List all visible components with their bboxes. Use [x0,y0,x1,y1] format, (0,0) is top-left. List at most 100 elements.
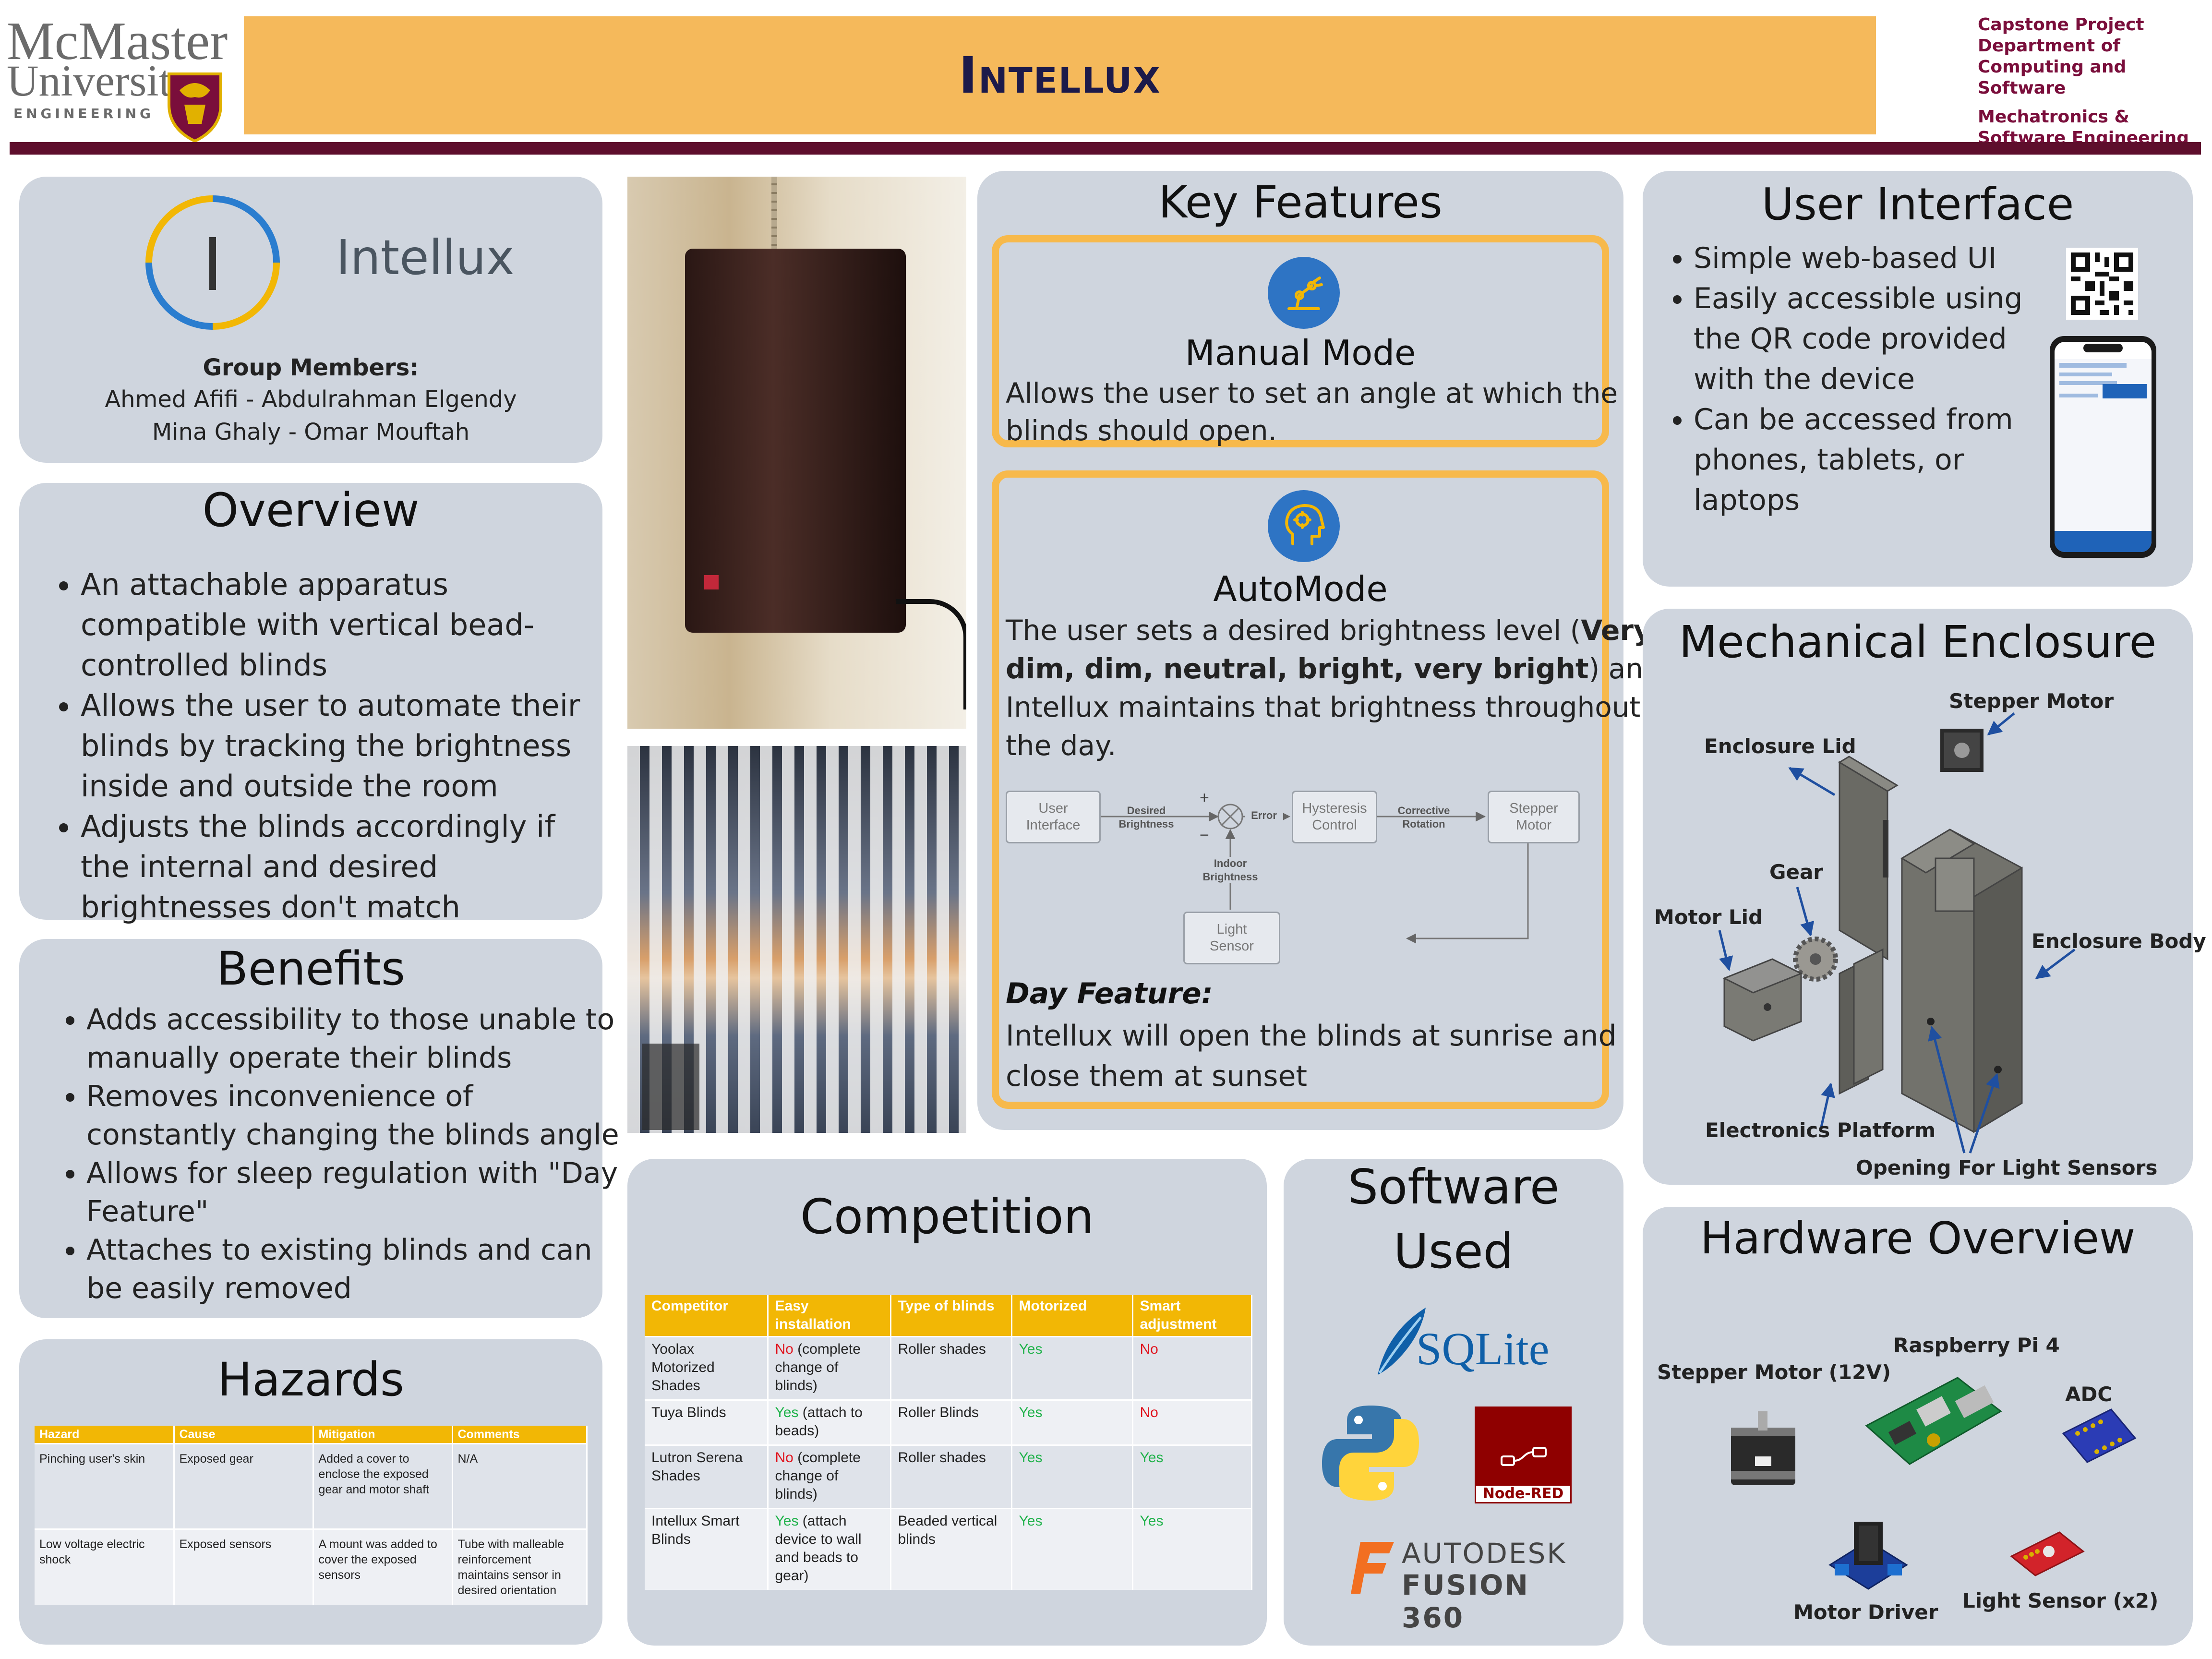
auto-mode-desc-a: The user sets a desired brightness level… [1006,614,1581,647]
cause-cell: Exposed gear [174,1443,314,1529]
table-row: Low voltage electric shock Exposed senso… [35,1528,588,1605]
hazards-table: Hazard Cause Mitigation Comments Pinchin… [35,1426,588,1605]
competition-header: Smart adjustment [1132,1295,1252,1336]
installation-note: (complete change of blinds) [775,1449,861,1502]
installation-flag: Yes [775,1513,799,1529]
stepper-motor-icon [1731,1411,1795,1485]
enclosure-lid-label: Enclosure Lid [1704,734,1856,758]
blind-type-cell: Roller Blinds [890,1399,1012,1445]
comments-cell: Tube with malleable reinforcement mainta… [452,1528,588,1605]
smart-adjustment-cell: Yes [1132,1444,1252,1508]
blind-type-cell: Roller shades [890,1335,1012,1400]
program-line-1: Mechatronics & [1978,107,2129,127]
crest-icon [168,72,222,143]
indoor-brightness-label: Indoor Brightness [1197,857,1264,883]
desired-brightness-label: Desired Brightness [1118,805,1174,830]
poster-title: Intellux [959,46,1161,105]
installation-flag: No [775,1449,793,1466]
group-members-line-2: Mina Ghaly - Omar Mouftah [152,419,470,445]
department-name-line: Computing and Software [1978,57,2127,98]
raspberry-pi-label: Raspberry Pi 4 [1893,1334,2060,1357]
manual-mode-desc-2: blinds should open. [1006,414,1277,447]
motorized-cell: Yes [1011,1335,1133,1400]
blind-type-cell: Beaded vertical blinds [890,1507,1012,1590]
node-red-wordmark: Node-RED [1475,1484,1572,1503]
node-red-icon [1501,1447,1547,1466]
table-row: Tuya Blinds Yes (attach to beads) Roller… [645,1399,1252,1445]
fusion-360-logo: AUTODESK FUSION 360 [1351,1534,1600,1634]
adc-label: ADC [2065,1382,2113,1406]
user-interface-title: User Interface [1761,179,2074,230]
mitigation-cell: Added a cover to enclose the exposed gea… [313,1443,453,1529]
light-sensor-label: Light Sensor (x2) [1962,1589,2159,1612]
phone-mockup [2050,336,2156,558]
manual-mode-box: Manual Mode Allows the user to set an an… [992,235,1618,447]
day-feature-desc-1: Intellux will open the blinds at sunrise… [1006,1019,1617,1053]
auto-mode-box: AutoMode The user sets a desired brightn… [992,470,1661,1109]
user-interface-list: Simple web-based UI Easily accessible us… [1660,238,2068,520]
window-blinds-photo [627,746,966,1133]
overview-item: Allows the user to automate their blinds… [81,685,609,806]
user-interface-item: Easily accessible using the QR code prov… [1694,278,2068,399]
hazards-header: Mitigation [313,1426,453,1444]
fusion-f-icon [1351,1542,1394,1594]
table-row: Intellux Smart Blinds Yes (attach device… [645,1507,1252,1590]
competitor-cell: Yoolax Motorized Shades [645,1335,769,1400]
group-members-heading: Group Members: [203,354,419,381]
stepper-motor-block: Stepper Motor [1488,791,1580,843]
auto-mode-desc-line-3: Intellux maintains that brightness throu… [1006,691,1641,723]
motorized-cell: Yes [1011,1399,1133,1445]
competition-title: Competition [800,1189,1094,1245]
installation-note: (attach device to wall and beads to gear… [775,1513,862,1584]
table-row: Pinching user's skin Exposed gear Added … [35,1443,588,1529]
auto-mode-title: AutoMode [1213,569,1388,609]
corrective-rotation-label: Corrective Rotation [1397,805,1450,830]
group-members-line-1: Ahmed Afifi - Abdulrahman Elgendy [105,386,517,413]
header-divider [10,142,2201,155]
hazards-panel: Hazards Hazard Cause Mitigation Comments… [19,1339,602,1645]
user-interface-item: Simple web-based UI [1694,238,2068,278]
smart-adjustment-cell: Yes [1132,1507,1252,1590]
benefits-item: Removes inconvenience of constantly chan… [86,1077,619,1154]
fusion-wordmark: FUSION 360 [1402,1569,1529,1634]
competition-table: Competitor Easy installation Type of bli… [645,1295,1252,1590]
competition-header: Easy installation [768,1295,891,1336]
hazards-title: Hazards [217,1353,404,1407]
installation-flag: No [775,1341,793,1357]
competitor-cell: Intellux Smart Blinds [645,1507,769,1590]
team-panel: Intellux Group Members: Ahmed Afifi - Ab… [19,177,602,463]
header-right-text: Capstone Project Department of Computing… [1978,14,2208,149]
user-interface-block: User Interface [1006,791,1101,843]
competition-header: Motorized [1011,1295,1133,1336]
installation-cell: Yes (attach to beads) [768,1399,891,1445]
overview-title: Overview [202,483,420,537]
python-icon [1322,1406,1419,1501]
title-banner [244,16,1876,134]
mcmaster-logo: McMaster University ENGINEERING [7,14,232,143]
node-red-logo: Node-RED [1475,1407,1572,1503]
benefits-title: Benefits [216,942,405,996]
sqlite-logo: SQLite [1368,1303,1570,1384]
autodesk-wordmark: AUTODESK [1402,1537,1567,1570]
department-line: Department of [1978,36,2121,56]
auto-mode-desc-bold-2: dim, dim, neutral, bright, very bright [1006,652,1589,685]
smart-adjustment-cell: No [1132,1399,1252,1445]
error-label: Error [1245,809,1283,822]
mitigation-cell: A mount was added to cover the exposed s… [313,1528,453,1605]
hazards-header: Cause [174,1426,314,1444]
feather-icon [1378,1308,1426,1375]
manual-mode-desc-1: Allows the user to set an angle at which… [1006,377,1618,409]
plus-sign: + [1200,789,1209,807]
table-row: Lutron Serena Shades No (complete change… [645,1444,1252,1508]
hazards-header: Comments [452,1426,588,1444]
comments-cell: N/A [452,1443,588,1529]
device-photo [627,177,966,729]
brain-head-icon [1268,490,1340,562]
enclosure-body-label: Enclosure Body [2032,929,2206,953]
auto-mode-desc-line-1: The user sets a desired brightness level… [1006,611,1652,649]
sqlite-wordmark: SQLite [1416,1323,1550,1374]
installation-cell: No (complete change of blinds) [768,1335,891,1400]
overview-item: Adjusts the blinds accordingly if the in… [81,806,609,927]
software-title-line-1: Software [1347,1159,1560,1215]
auto-mode-desc: The user sets a desired brightness level… [1006,611,1661,765]
